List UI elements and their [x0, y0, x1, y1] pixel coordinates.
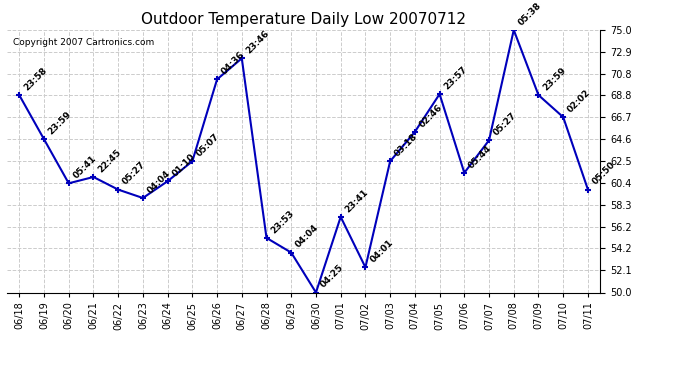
- Text: 22:45: 22:45: [96, 147, 123, 174]
- Text: 04:36: 04:36: [220, 50, 246, 76]
- Text: 23:53: 23:53: [269, 209, 296, 235]
- Text: 23:41: 23:41: [344, 188, 370, 214]
- Text: Copyright 2007 Cartronics.com: Copyright 2007 Cartronics.com: [13, 38, 154, 47]
- Text: 04:25: 04:25: [319, 263, 346, 290]
- Text: 05:50: 05:50: [591, 160, 617, 187]
- Text: 02:02: 02:02: [566, 88, 593, 114]
- Text: 04:01: 04:01: [368, 238, 395, 264]
- Text: 23:59: 23:59: [47, 110, 73, 136]
- Text: 02:46: 02:46: [417, 102, 444, 129]
- Text: 05:38: 05:38: [517, 1, 543, 27]
- Text: 05:44: 05:44: [467, 143, 494, 170]
- Text: 05:27: 05:27: [121, 160, 148, 187]
- Text: 23:46: 23:46: [244, 29, 271, 56]
- Title: Outdoor Temperature Daily Low 20070712: Outdoor Temperature Daily Low 20070712: [141, 12, 466, 27]
- Text: 04:04: 04:04: [146, 169, 172, 195]
- Text: 03:18: 03:18: [393, 132, 420, 159]
- Text: 04:04: 04:04: [294, 223, 321, 250]
- Text: 05:41: 05:41: [72, 154, 98, 180]
- Text: 23:59: 23:59: [541, 66, 568, 92]
- Text: 23:58: 23:58: [22, 66, 49, 92]
- Text: 23:57: 23:57: [442, 64, 469, 91]
- Text: 05:07: 05:07: [195, 132, 221, 159]
- Text: 01:10: 01:10: [170, 152, 197, 178]
- Text: 05:27: 05:27: [492, 111, 518, 138]
